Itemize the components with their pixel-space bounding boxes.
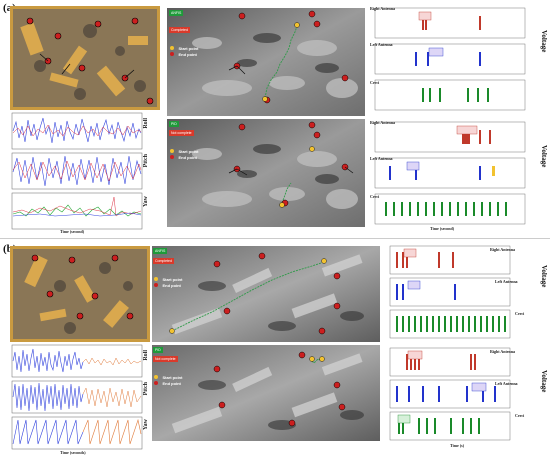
- method-badge-pid-a: PID: [169, 121, 179, 127]
- terrain-anfis-b: [152, 246, 380, 342]
- attitude-plots-b: [10, 344, 160, 456]
- roll-label-b: Roll: [143, 350, 149, 361]
- legend-start-a1: Start point: [170, 37, 198, 55]
- status-badge-pid-a: Not complete: [169, 130, 194, 136]
- legend-end-a2: End point: [170, 146, 197, 164]
- legend-start-b1: Start point: [154, 268, 182, 286]
- legend-start-a2: Start point: [170, 140, 198, 158]
- terrain-pid-b: [152, 345, 380, 441]
- pitch-label-a: Pitch: [143, 154, 149, 168]
- chan-right-antenna-b2: Right Antenna: [490, 349, 516, 354]
- arena-photo-b: [10, 246, 150, 342]
- chan-cerci-b1: Cerci: [515, 311, 525, 316]
- method-badge-anfis-a: ANFIS: [169, 10, 184, 16]
- arena-photo-a: [10, 6, 160, 110]
- terrain-pid-a: [167, 119, 365, 227]
- legend-start-b2: Start point: [154, 366, 182, 384]
- yaw-label-b: Yaw: [143, 419, 149, 431]
- status-badge-anfis-a: Completed: [169, 27, 190, 33]
- voltage-axis-a2: Voltage: [540, 145, 548, 168]
- chan-right-antenna-a1: Right Antenna: [370, 6, 396, 11]
- attitude-xlabel-b: Time (seconds): [60, 450, 86, 455]
- voltage-plots-a: [367, 4, 533, 236]
- pitch-label-b: Pitch: [143, 382, 149, 396]
- method-badge-anfis-b: ANFIS: [153, 248, 168, 254]
- chan-cerci-b2: Cerci: [515, 413, 525, 418]
- attitude-xlabel-a: Time (second): [60, 229, 85, 234]
- voltage-axis-b1: Voltage: [540, 265, 548, 288]
- voltage-xlabel-b: Time (s): [450, 443, 465, 448]
- legend-end-a1: End point: [170, 43, 197, 61]
- chan-cerci-a2: Cerci: [370, 194, 380, 199]
- legend-end-b1: End point: [154, 274, 181, 292]
- yaw-label-a: Yaw: [143, 196, 149, 208]
- chan-left-antenna-b2: Left Antenna: [495, 381, 518, 386]
- status-badge-pid-b: Not complete: [153, 356, 178, 362]
- roll-label-a: Roll: [143, 118, 149, 129]
- chan-left-antenna-a1: Left Antenna: [370, 42, 393, 47]
- voltage-axis-a1: Voltage: [540, 30, 548, 53]
- chan-right-antenna-b1: Right Antenna: [490, 247, 516, 252]
- voltage-axis-b2: Voltage: [540, 370, 548, 393]
- voltage-xlabel-a: Time (second): [430, 226, 455, 231]
- chan-cerci-a1: Cerci: [370, 80, 380, 85]
- chan-left-antenna-a2: Left Antenna: [370, 156, 393, 161]
- method-badge-pid-b: PID: [153, 347, 163, 353]
- terrain-anfis-a: [167, 8, 365, 116]
- attitude-plots-a: [10, 112, 160, 234]
- chan-left-antenna-b1: Left Antenna: [495, 279, 518, 284]
- voltage-plots-b: [382, 244, 538, 454]
- legend-end-b2: End point: [154, 372, 181, 390]
- panel-divider: [0, 238, 550, 239]
- status-badge-anfis-b: Completed: [153, 258, 174, 264]
- chan-right-antenna-a2: Right Antenna: [370, 120, 396, 125]
